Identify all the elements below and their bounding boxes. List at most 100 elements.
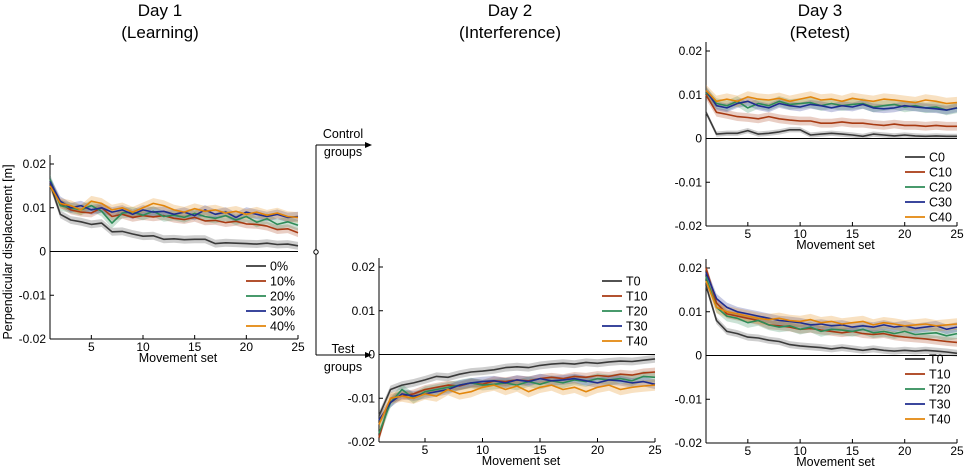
day3-test-y-tick-label: 0.01	[679, 305, 703, 319]
day3-control-y-tick-label: 0.02	[679, 44, 703, 58]
day3-control-band-c0	[706, 109, 957, 139]
day3-control-line-c40	[705, 89, 958, 105]
day3-test-x-tick-label: 20	[898, 444, 912, 458]
day2-x-tick-label: 25	[648, 443, 662, 457]
day2-legend-label: T20	[626, 305, 648, 319]
day1-legend-label: 30%	[270, 305, 295, 319]
day3-test-line-t20	[705, 276, 958, 337]
day3-control-y-tick-label: 0	[695, 132, 702, 146]
test-arrow-head	[365, 352, 372, 358]
day1-line-40pct	[49, 185, 299, 219]
day3-control-y-tick-label: 0.01	[679, 88, 703, 102]
day3-test-line-t30	[705, 272, 958, 331]
day2-y-tick-label: -0.02	[348, 435, 376, 449]
split-node	[313, 249, 319, 255]
day3-control-x-tick-label: 5	[744, 227, 751, 241]
day3-test-legend-label: T30	[929, 398, 951, 412]
day1-line-30pct	[49, 181, 299, 219]
day3-test-band-t10	[706, 263, 957, 347]
day1-y-tick-label: 0.02	[23, 157, 47, 171]
day2-x-tick-label: 20	[591, 443, 605, 457]
day2-x-axis-label: Movement set	[482, 454, 561, 468]
control-label-line1: Control	[323, 127, 363, 141]
day3-test-x-tick-label: 25	[950, 444, 964, 458]
day2-chart: 0.02 0.01 0 -0.01 -0.02 5 10 15 20 25 Movement set…	[348, 258, 662, 468]
day3-test-y-tick-label: -0.02	[675, 436, 703, 450]
day1-legend-label: 10%	[270, 275, 295, 289]
day3-test-y-tick-label: 0	[695, 349, 702, 363]
group-split-diagram: Control groups Test groups	[313, 127, 372, 374]
day2-legend-label: T0	[626, 275, 641, 289]
day3-test-legend-label: T0	[929, 353, 944, 367]
day3-test-band-t40	[706, 275, 957, 332]
day3-control-legend-label: C40	[929, 211, 952, 225]
day2-x-tick-label: 15	[533, 443, 547, 457]
day3-test-x-tick-label: 15	[846, 444, 860, 458]
day3-control-legend-label: C10	[929, 166, 952, 180]
day3-control-band-c10	[706, 90, 957, 131]
day3-test-legend-label: T40	[929, 413, 951, 427]
day3-control-legend-label: C20	[929, 181, 952, 195]
day1-legend: 0%10%20%30%40%	[246, 260, 295, 334]
day3-control-x-tick-label: 15	[846, 227, 860, 241]
day3-test-legend-label: T20	[929, 383, 951, 397]
day2-x-tick-label: 5	[422, 443, 429, 457]
day3-control-band-c40	[706, 84, 957, 110]
day3-control-line-c20	[705, 92, 958, 111]
day1-subtitle: (Learning)	[121, 23, 199, 42]
day2-line-t0	[378, 358, 656, 417]
day3-test-band-t0	[706, 282, 957, 357]
day1-line-10pct	[49, 181, 299, 234]
day1-x-tick-label: 5	[88, 340, 95, 354]
day3-control-y-tick-label: -0.01	[675, 175, 703, 189]
day2-y-tick-label: 0.02	[352, 260, 376, 274]
day1-legend-label: 0%	[270, 260, 288, 274]
day3-test-line-t10	[705, 267, 958, 344]
day3-test-line-t0	[705, 285, 958, 355]
day1-legend-label: 20%	[270, 290, 295, 304]
day3-control-x-tick-label: 10	[793, 227, 807, 241]
day3-subtitle: (Retest)	[790, 23, 850, 42]
day2-legend-label: T40	[626, 335, 648, 349]
day1-legend-label: 40%	[270, 320, 295, 334]
day3-test-y-tick-label: 0.02	[679, 261, 703, 275]
day3-test-legend-label: T10	[929, 368, 951, 382]
day2-y-tick-label: 0	[368, 348, 375, 362]
day1-band-30pct	[50, 176, 298, 223]
day1-x-tick-label: 10	[136, 340, 150, 354]
day3-control-line-c30	[705, 89, 958, 111]
day3-test-x-tick-label: 10	[793, 444, 807, 458]
day2-title: Day 2	[488, 1, 532, 20]
day2-band-t10	[379, 367, 655, 442]
day1-x-tick-label: 20	[240, 340, 254, 354]
day1-x-axis-label: Movement set	[139, 351, 218, 365]
day3-control-line-c0	[705, 111, 957, 138]
test-label-line2: groups	[324, 360, 362, 374]
day1-line-20pct	[49, 179, 299, 227]
control-arrow-head	[365, 142, 372, 148]
day2-y-tick-label: -0.01	[348, 391, 376, 405]
day2-x-tick-label: 10	[476, 443, 490, 457]
day2-subtitle: (Interference)	[459, 23, 561, 42]
day1-y-axis-label: Perpendicular displacement [m]	[1, 164, 15, 339]
day3-control-legend-label: C30	[929, 196, 952, 210]
day3-control-x-tick-label: 20	[898, 227, 912, 241]
day1-x-tick-label: 25	[291, 340, 305, 354]
day3-control-x-tick-label: 25	[950, 227, 964, 241]
day3-control-legend-label: C0	[929, 151, 945, 165]
day2-legend-label: T30	[626, 320, 648, 334]
test-label-line1: Test	[332, 342, 355, 356]
control-label-line2: groups	[324, 145, 362, 159]
day1-line-0pct	[49, 183, 299, 247]
day3-test-line-t40	[705, 280, 958, 327]
day2-line-t40	[378, 384, 656, 425]
day2-y-tick-label: 0.01	[352, 304, 376, 318]
day3-control-y-tick-label: -0.02	[675, 219, 703, 233]
day1-y-tick-label: 0	[39, 245, 46, 259]
day1-band-20pct	[50, 174, 298, 231]
day1-title: Day 1	[138, 1, 182, 20]
